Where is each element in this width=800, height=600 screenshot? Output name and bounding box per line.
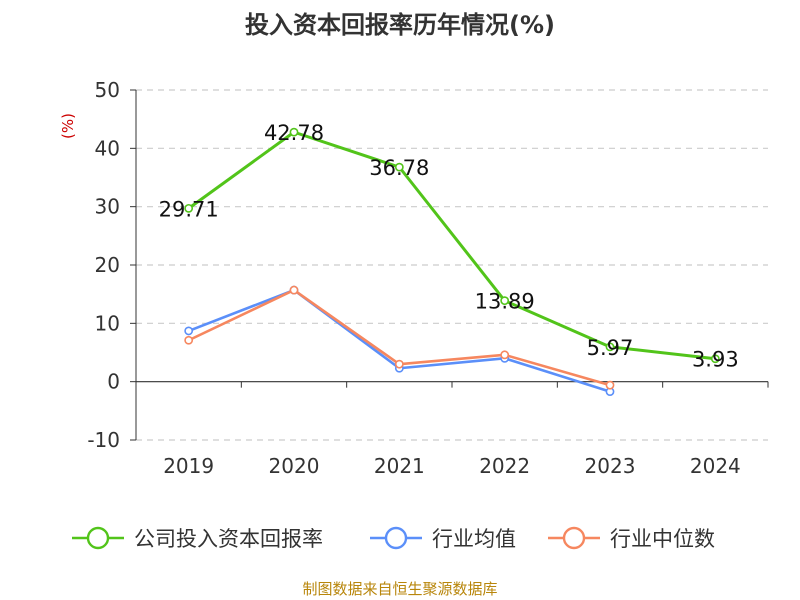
legend-marker [86, 526, 110, 550]
x-tick-label: 2024 [690, 454, 741, 478]
source-note: 制图数据来自恒生聚源数据库 [302, 580, 497, 598]
x-tick-label: 2019 [163, 454, 214, 478]
x-tick-label: 2021 [374, 454, 425, 478]
y-tick-label: 40 [95, 136, 120, 160]
x-tick-label: 2022 [479, 454, 530, 478]
data-label: 5.97 [587, 336, 634, 360]
data-point [394, 162, 404, 172]
y-tick-label: 50 [95, 78, 120, 102]
y-tick-label: -10 [87, 428, 120, 452]
legend-label: 行业均值 [432, 527, 516, 551]
data-point [500, 350, 510, 360]
data-point [394, 359, 404, 369]
data-label: 13.89 [475, 290, 535, 314]
data-point [605, 380, 615, 390]
data-label: 29.71 [159, 197, 219, 221]
legend-label: 公司投入资本回报率 [134, 527, 323, 551]
data-point [500, 296, 510, 306]
data-point [289, 285, 299, 295]
data-labels: 29.71 42.78 36.78 13.89 5.97 3.93 [159, 121, 739, 372]
axes: 50 40 30 20 10 0 -10 2019 2020 2021 2022 2023 2024 [87, 78, 769, 478]
data-point [184, 335, 194, 345]
data-label: 3.93 [692, 348, 739, 372]
data-label: 36.78 [369, 156, 429, 180]
legend-marker [384, 526, 408, 550]
legend-marker [562, 526, 586, 550]
y-tick-label: 0 [107, 370, 120, 394]
data-point [184, 326, 194, 336]
y-tick-label: 30 [95, 195, 120, 219]
y-tick-label: 10 [95, 311, 120, 335]
y-tick-label: 20 [95, 253, 120, 277]
x-tick-label: 2020 [269, 454, 320, 478]
series-line [187, 130, 716, 361]
data-point [289, 127, 299, 137]
data-point [605, 342, 615, 352]
data-point [184, 203, 194, 213]
data-label: 42.78 [264, 121, 324, 145]
chart-title: 投入资本回报率历年情况(%) [245, 11, 555, 39]
legend: 公司投入资本回报率 行业均值 行业中位数 [72, 526, 715, 551]
series-line [188, 288, 611, 393]
y-axis-unit: (%) [59, 113, 77, 139]
x-tick-label: 2023 [585, 454, 636, 478]
series-lines [184, 127, 720, 396]
data-point [710, 354, 720, 364]
legend-label: 行业中位数 [610, 527, 715, 551]
